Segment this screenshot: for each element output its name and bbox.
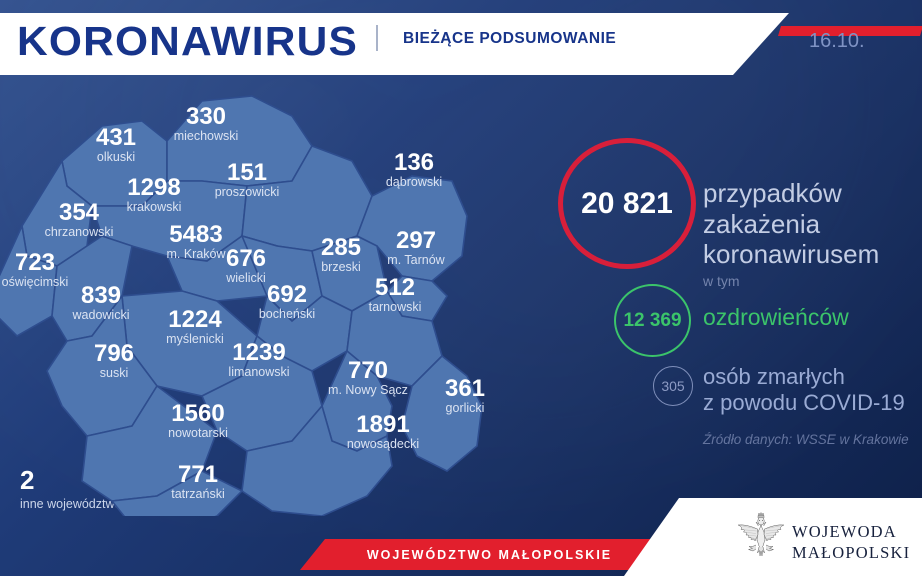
svg-text:chrzanowski: chrzanowski — [45, 225, 114, 239]
svg-text:m. Nowy Sącz: m. Nowy Sącz — [328, 383, 408, 397]
svg-text:tarnowski: tarnowski — [369, 300, 422, 314]
svg-text:limanowski: limanowski — [228, 365, 289, 379]
svg-text:oświęcimski: oświęcimski — [2, 275, 69, 289]
svg-text:myślenicki: myślenicki — [166, 332, 224, 346]
svg-text:brzeski: brzeski — [321, 260, 361, 274]
svg-text:dąbrowski: dąbrowski — [386, 175, 442, 189]
svg-text:796: 796 — [94, 340, 134, 367]
svg-text:354: 354 — [59, 199, 100, 226]
svg-text:770: 770 — [348, 357, 388, 384]
svg-text:miechowski: miechowski — [174, 129, 239, 143]
svg-text:676: 676 — [226, 245, 266, 272]
svg-text:512: 512 — [375, 274, 415, 301]
svg-text:krakowski: krakowski — [127, 200, 182, 214]
svg-text:1891: 1891 — [356, 411, 409, 438]
svg-text:nowotarski: nowotarski — [168, 426, 228, 440]
svg-text:771: 771 — [178, 461, 218, 488]
svg-text:839: 839 — [81, 282, 121, 309]
svg-text:1298: 1298 — [127, 174, 180, 201]
svg-text:wadowicki: wadowicki — [72, 308, 130, 322]
svg-text:gorlicki: gorlicki — [446, 401, 485, 415]
svg-text:1560: 1560 — [171, 400, 224, 427]
svg-text:330: 330 — [186, 103, 226, 130]
svg-text:nowosądecki: nowosądecki — [347, 437, 419, 451]
svg-text:1239: 1239 — [232, 339, 285, 366]
svg-text:tatrzański: tatrzański — [171, 487, 225, 501]
svg-text:suski: suski — [100, 366, 128, 380]
svg-text:1224: 1224 — [168, 306, 222, 333]
svg-text:361: 361 — [445, 375, 485, 402]
svg-text:297: 297 — [396, 227, 436, 254]
svg-text:olkuski: olkuski — [97, 150, 135, 164]
svg-text:692: 692 — [267, 281, 307, 308]
svg-text:151: 151 — [227, 159, 267, 186]
svg-text:m. Kraków: m. Kraków — [166, 247, 226, 261]
svg-text:431: 431 — [96, 124, 136, 151]
svg-text:5483: 5483 — [169, 221, 222, 248]
svg-text:proszowicki: proszowicki — [215, 185, 280, 199]
svg-text:m. Tarnów: m. Tarnów — [387, 253, 445, 267]
svg-text:wielicki: wielicki — [225, 271, 266, 285]
svg-text:136: 136 — [394, 149, 434, 176]
svg-text:723: 723 — [15, 249, 55, 276]
svg-text:bocheński: bocheński — [259, 307, 315, 321]
svg-text:285: 285 — [321, 234, 361, 261]
